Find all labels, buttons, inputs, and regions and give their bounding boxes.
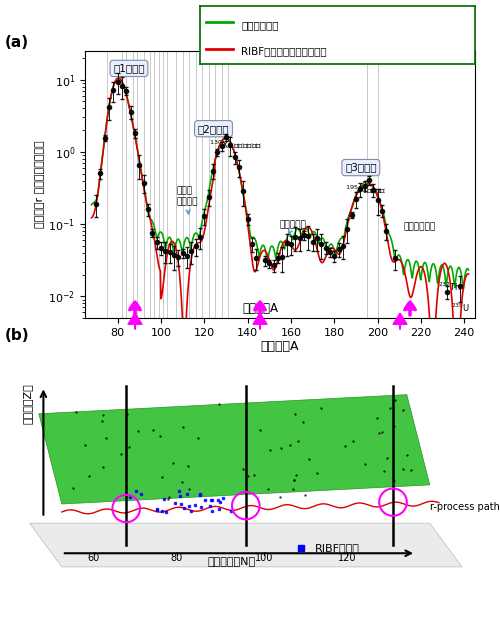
標準理論計算 xyxy=(308,231,314,238)
標準理論計算 xyxy=(318,235,324,243)
Y-axis label: 太陽系・r 過程の元素存在度: 太陽系・r 過程の元素存在度 xyxy=(36,141,46,228)
Text: (a): (a) xyxy=(5,35,29,50)
Line: RIBF新データに基づく計算: RIBF新データに基づく計算 xyxy=(92,78,468,636)
RIBF新データに基づく計算 xyxy=(88,214,94,221)
Line: 標準理論計算: 標準理論計算 xyxy=(92,78,468,289)
RIBF新データに基づく計算 xyxy=(308,226,314,233)
標準理論計算 xyxy=(116,74,121,82)
標準理論計算 xyxy=(414,258,420,265)
Text: 100: 100 xyxy=(255,553,274,563)
標準理論計算 xyxy=(329,241,335,249)
RIBF新データに基づく計算 xyxy=(466,270,471,278)
RIBF新データに基づく計算 xyxy=(112,79,117,86)
標準理論計算 xyxy=(88,201,94,209)
Text: (b): (b) xyxy=(5,328,29,343)
Text: 第2ピーク: 第2ピーク xyxy=(198,123,230,134)
標準理論計算 xyxy=(375,195,381,202)
X-axis label: 質量数　A: 質量数 A xyxy=(261,340,299,354)
Text: 第1ピーク: 第1ピーク xyxy=(113,64,145,73)
Text: 80: 80 xyxy=(170,553,183,563)
RIBF新データに基づく計算 xyxy=(318,258,324,265)
Text: $^{130}$Xe（キセノン）: $^{130}$Xe（キセノン） xyxy=(208,138,262,149)
RIBF新データに基づく計算 xyxy=(329,244,335,252)
Polygon shape xyxy=(39,394,430,504)
Text: 希土類元素: 希土類元素 xyxy=(280,220,307,235)
Text: 120: 120 xyxy=(338,553,356,563)
Text: r-process path: r-process path xyxy=(430,502,500,512)
RIBF新データに基づく計算 xyxy=(116,74,121,82)
Text: 中性子数（N）: 中性子数（N） xyxy=(208,556,256,566)
標準理論計算 xyxy=(112,79,117,86)
RIBF新データに基づく計算 xyxy=(414,272,420,279)
Polygon shape xyxy=(30,523,462,567)
標準理論計算 xyxy=(460,286,466,293)
RIBF新データに基づく計算 xyxy=(375,193,381,200)
Text: 元素の
不足問題: 元素の 不足問題 xyxy=(176,186,198,214)
Text: $^{232}$Th: $^{232}$Th xyxy=(438,280,462,293)
標準理論計算 xyxy=(466,266,471,274)
Text: 標準理論計算: 標準理論計算 xyxy=(241,20,279,30)
Text: アクチノイド: アクチノイド xyxy=(404,222,436,231)
Text: $^{195}$Pt（白金）: $^{195}$Pt（白金） xyxy=(345,183,387,195)
Text: RIBFデータ: RIBFデータ xyxy=(315,543,360,553)
Text: 陽子数（Z）: 陽子数（Z） xyxy=(22,384,32,424)
Text: 質量数　A: 質量数 A xyxy=(242,302,278,315)
Text: 第3ピーク: 第3ピーク xyxy=(345,163,376,172)
Text: RIBF新データに基づく計算: RIBF新データに基づく計算 xyxy=(241,46,327,57)
Text: 60: 60 xyxy=(88,553,100,563)
Text: $^{238}$U: $^{238}$U xyxy=(451,302,470,314)
